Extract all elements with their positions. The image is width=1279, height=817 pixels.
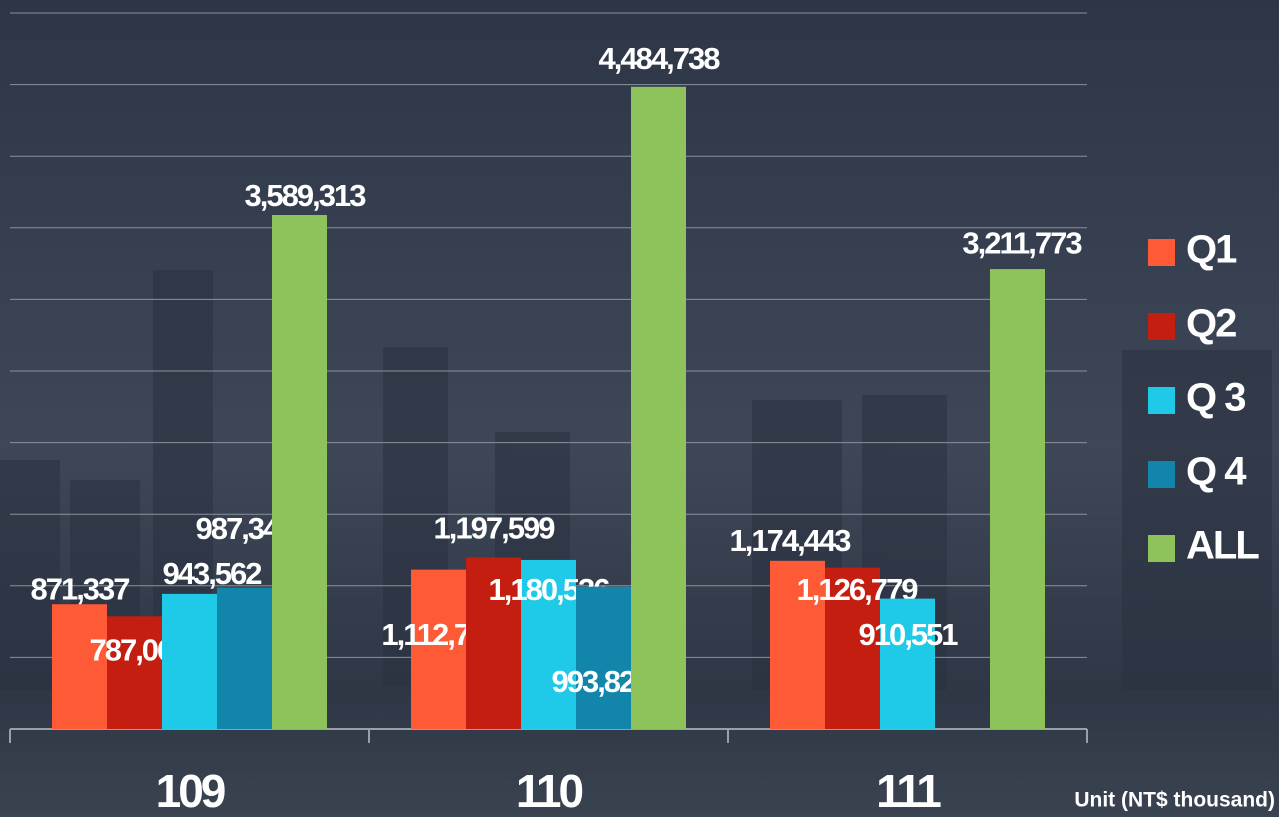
legend-label: Q2 <box>1186 302 1236 346</box>
x-tick-label: 109 <box>156 765 225 817</box>
value-label: 871,337 <box>30 571 129 606</box>
x-tick-label: 110 <box>516 765 583 817</box>
bar <box>52 604 107 729</box>
value-label: 3,211,773 <box>962 225 1082 260</box>
legend-swatch <box>1148 313 1175 340</box>
value-label: 943,562 <box>162 556 261 591</box>
legend-swatch <box>1148 387 1175 414</box>
legend-label: Q 3 <box>1186 376 1245 420</box>
value-label: 3,589,313 <box>245 178 367 213</box>
bar <box>990 269 1045 729</box>
value-label: 4,484,738 <box>599 41 721 76</box>
bar <box>162 593 217 729</box>
unit-note: Unit (NT$ thousand) <box>1074 789 1275 812</box>
bar <box>521 559 576 729</box>
x-tick-label: 111 <box>876 765 941 817</box>
legend-label: Q 4 <box>1186 450 1247 494</box>
bar <box>272 215 327 729</box>
value-label: 1,174,443 <box>730 523 852 558</box>
bar <box>107 616 162 729</box>
legend-label: ALL <box>1186 524 1259 568</box>
value-label: 910,551 <box>858 617 958 652</box>
legend-label: Q1 <box>1186 228 1237 272</box>
bar <box>217 587 272 729</box>
legend-swatch <box>1148 535 1175 562</box>
bar <box>631 86 686 729</box>
value-label: 1,197,599 <box>434 511 556 546</box>
bar <box>576 586 631 729</box>
bar <box>880 598 935 729</box>
bar <box>466 557 521 729</box>
bar <box>825 567 880 729</box>
legend-swatch <box>1148 461 1175 488</box>
bar <box>770 560 825 729</box>
bar <box>411 569 466 729</box>
legend-swatch <box>1148 239 1175 266</box>
